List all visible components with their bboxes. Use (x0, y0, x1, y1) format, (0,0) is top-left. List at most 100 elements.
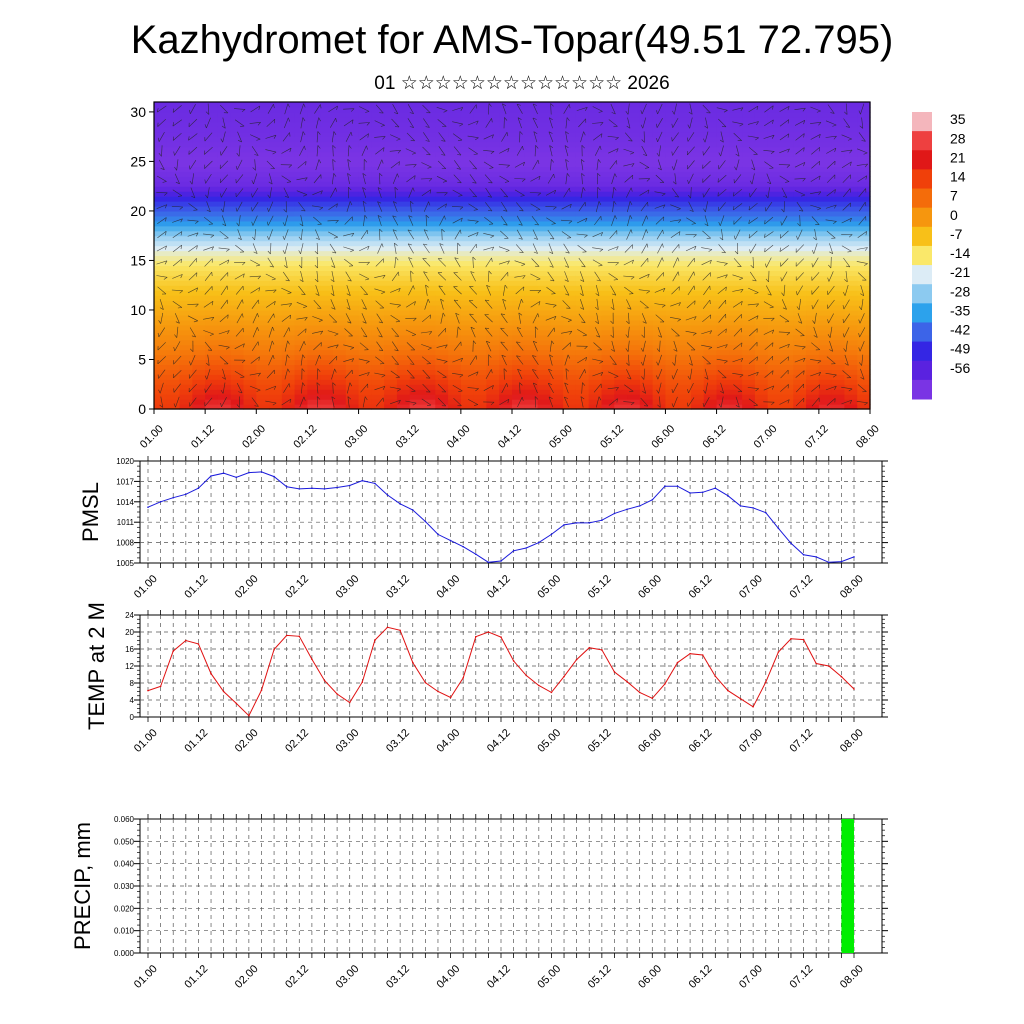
chart-title: Kazhydromet for AMS-Topar(49.51 72.795) (130, 18, 894, 62)
section-cell (486, 324, 500, 331)
section-cell (435, 349, 449, 356)
section-cell (460, 305, 475, 311)
section-cell (179, 295, 193, 301)
section-cell (716, 374, 730, 380)
section-cell (192, 394, 206, 400)
section-cell (256, 305, 270, 311)
section-cell (435, 181, 449, 187)
section-cell (588, 161, 603, 167)
section-cell (678, 280, 692, 286)
wind-barb (375, 300, 384, 309)
section-cell (614, 260, 628, 266)
section-cell (627, 319, 641, 326)
section-cell (614, 171, 628, 177)
section-cell (243, 265, 257, 271)
section-cell (652, 235, 667, 242)
section-cell (844, 309, 858, 316)
section-cell (358, 334, 372, 341)
section-cell (435, 354, 449, 361)
section-cell (754, 102, 769, 108)
section-cell (396, 235, 411, 242)
section-cell (627, 309, 641, 316)
wind-barb (517, 396, 523, 408)
section-cell (601, 379, 615, 385)
section-cell (154, 285, 168, 291)
wind-barb (414, 301, 416, 306)
section-cell (588, 384, 603, 390)
section-cell (320, 364, 334, 370)
wind-barb (407, 243, 414, 254)
section-cell (422, 324, 436, 331)
section-cell (358, 156, 372, 163)
section-cell (524, 235, 539, 242)
wind-barb (238, 391, 243, 394)
section-cell (563, 205, 577, 212)
section-cell (601, 121, 615, 128)
wind-barb (343, 119, 354, 127)
section-cell (358, 196, 372, 202)
section-cell (652, 141, 667, 148)
wind-barb (315, 229, 320, 240)
section-cell (780, 265, 794, 271)
wind-barb (551, 340, 555, 345)
wind-barb (694, 246, 697, 251)
section-cell (627, 210, 641, 217)
wind-barb (408, 215, 413, 218)
section-cell (422, 166, 436, 172)
section-cell (639, 309, 654, 316)
wind-barb (172, 218, 183, 223)
wind-barb (469, 188, 477, 197)
section-cell (345, 210, 360, 217)
section-cell (512, 141, 526, 148)
section-cell (499, 146, 513, 153)
wind-barb (656, 375, 659, 380)
section-cell (205, 230, 219, 237)
wind-barb (630, 276, 635, 280)
section-cell (857, 359, 871, 366)
section-cell (691, 314, 705, 321)
section-cell (806, 171, 820, 177)
wind-barb (498, 164, 510, 166)
wind-barb (423, 132, 430, 142)
section-cell (665, 141, 679, 148)
section-cell (358, 171, 372, 177)
wind-barb (226, 248, 230, 252)
section-cell (154, 245, 168, 252)
section-cell (154, 240, 168, 247)
section-cell (818, 399, 833, 405)
section-cell (435, 225, 449, 232)
section-cell (806, 290, 820, 296)
wind-barb (374, 386, 385, 391)
section-cell (844, 265, 858, 271)
section-cell (460, 290, 475, 296)
section-cell (333, 349, 347, 356)
section-cell (345, 116, 360, 123)
section-cell (601, 136, 615, 143)
section-cell (192, 156, 206, 163)
wind-barb (374, 288, 386, 293)
wind-barb (672, 383, 679, 394)
section-cell (320, 102, 334, 108)
section-cell (767, 349, 782, 356)
section-cell (333, 399, 347, 405)
section-cell (192, 300, 206, 306)
wind-barb (187, 232, 199, 237)
wind-barb (565, 159, 569, 163)
wind-barb (564, 145, 569, 148)
wind-barb (288, 164, 293, 168)
wind-barb (345, 131, 352, 142)
wind-barb (196, 245, 198, 250)
section-cell (537, 186, 551, 192)
wind-barb (592, 106, 603, 112)
wind-barb (425, 140, 430, 142)
section-cell (754, 275, 769, 281)
section-cell (320, 379, 334, 385)
section-cell (844, 196, 858, 202)
section-cell (307, 245, 321, 252)
section-cell (588, 319, 603, 326)
section-cell (205, 181, 219, 187)
section-cell (192, 275, 206, 281)
section-cell (806, 186, 820, 192)
section-cell (652, 126, 667, 133)
section-cell (333, 215, 347, 222)
